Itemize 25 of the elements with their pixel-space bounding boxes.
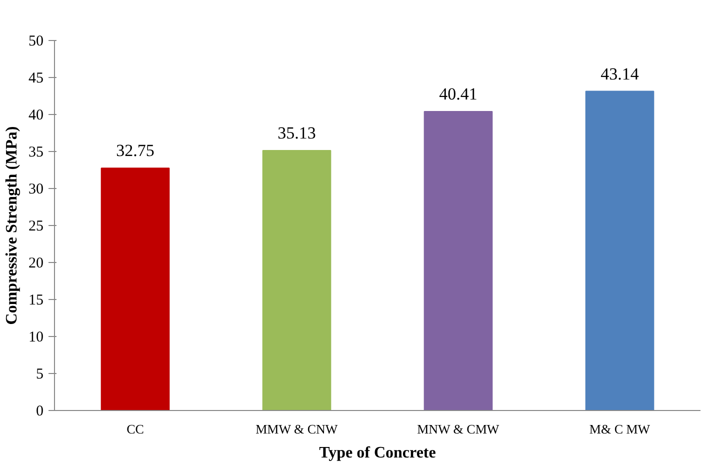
y-tick-label: 5 (36, 366, 44, 382)
y-axis-title: Compressive Strength (MPa) (4, 126, 20, 325)
x-tick-label: MMW & CNW (256, 422, 338, 436)
data-label: 35.13 (278, 124, 316, 143)
bar (262, 150, 332, 410)
y-tick-label: 10 (28, 330, 44, 346)
y-tick-label: 40 (28, 108, 44, 124)
bar (585, 90, 654, 410)
y-tick-label: 25 (28, 218, 44, 234)
data-label: 43.14 (600, 64, 640, 84)
x-axis-title: Type of Concrete (319, 444, 436, 462)
x-tick-label: M& C MW (589, 422, 651, 436)
y-tick-label: 45 (28, 70, 44, 86)
x-tick-label: MNW & CMW (417, 422, 500, 436)
y-tick-label: 15 (28, 292, 44, 308)
y-tick-label: 50 (28, 34, 44, 50)
x-tick-label: CC (126, 422, 144, 436)
y-tick-label: 35 (28, 144, 44, 160)
bar (100, 168, 170, 410)
data-label: 32.75 (116, 141, 154, 160)
y-tick-label: 20 (28, 256, 44, 272)
data-label: 40.41 (439, 84, 478, 104)
bar (424, 110, 493, 410)
y-tick-label: 30 (28, 182, 44, 198)
y-tick-label: 0 (36, 404, 44, 420)
